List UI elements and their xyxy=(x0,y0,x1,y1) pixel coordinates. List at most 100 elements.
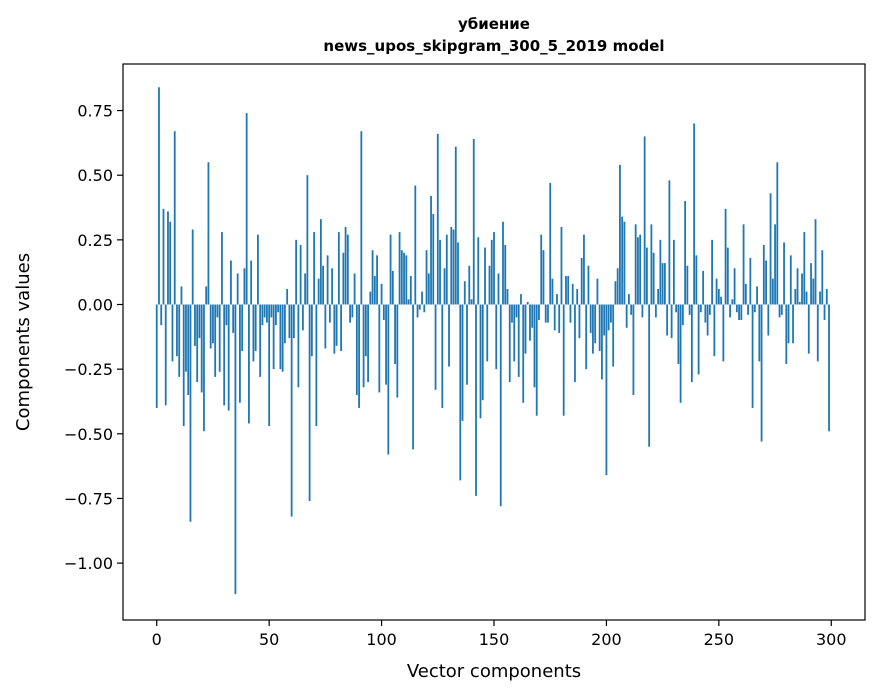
bar-136 xyxy=(461,304,464,421)
bar-269 xyxy=(760,304,763,442)
bar-294 xyxy=(816,304,819,362)
bar-0 xyxy=(155,304,158,408)
bar-153 xyxy=(499,304,502,507)
bar-250 xyxy=(717,288,720,305)
bar-296 xyxy=(821,250,824,305)
bar-50 xyxy=(268,304,271,427)
y-tick-label: −1.00 xyxy=(64,554,113,573)
bar-284 xyxy=(794,288,797,305)
y-axis-label: Components values xyxy=(13,253,34,431)
bar-46 xyxy=(259,304,262,377)
bar-35 xyxy=(234,304,237,595)
bar-109 xyxy=(400,250,403,305)
bar-100 xyxy=(380,283,383,305)
bar-42 xyxy=(250,260,253,305)
bar-180 xyxy=(560,226,563,305)
bar-113 xyxy=(409,276,412,305)
bar-195 xyxy=(594,304,597,344)
bar-280 xyxy=(785,304,788,364)
bar-119 xyxy=(423,304,426,313)
bar-85 xyxy=(346,234,349,305)
bar-96 xyxy=(371,250,374,305)
bar-133 xyxy=(454,146,457,305)
bar-51 xyxy=(270,304,273,318)
bar-53 xyxy=(275,304,277,326)
bar-148 xyxy=(488,265,491,305)
bar-108 xyxy=(398,232,401,305)
bar-273 xyxy=(769,193,772,305)
bar-279 xyxy=(783,242,785,305)
bar-201 xyxy=(607,304,610,331)
bar-114 xyxy=(412,304,414,450)
bar-76 xyxy=(326,255,329,305)
bar-206 xyxy=(619,164,621,305)
bar-6 xyxy=(169,221,172,305)
bar-239 xyxy=(693,123,696,305)
bar-68 xyxy=(308,304,311,502)
bar-86 xyxy=(349,304,351,323)
bar-150 xyxy=(493,232,495,305)
bar-229 xyxy=(670,304,673,339)
bar-43 xyxy=(252,304,255,362)
bar-81 xyxy=(337,232,340,305)
bar-285 xyxy=(796,268,799,305)
bar-44 xyxy=(254,304,257,352)
bar-9 xyxy=(176,304,178,357)
bar-237 xyxy=(688,304,691,315)
bar-230 xyxy=(672,239,675,305)
bar-214 xyxy=(637,237,639,305)
x-tick-label: 300 xyxy=(816,630,847,649)
bar-259 xyxy=(738,304,740,321)
bar-15 xyxy=(189,304,192,522)
bar-38 xyxy=(241,304,244,352)
x-axis-label: Vector components xyxy=(407,661,581,682)
bar-199 xyxy=(603,304,606,336)
bar-144 xyxy=(479,304,482,419)
bar-291 xyxy=(810,263,812,305)
bar-215 xyxy=(639,234,642,305)
bar-26 xyxy=(214,304,217,377)
bar-22 xyxy=(205,286,208,305)
bar-72 xyxy=(317,278,320,305)
bar-166 xyxy=(529,304,531,341)
bar-225 xyxy=(661,263,664,305)
bar-177 xyxy=(553,304,556,331)
bar-252 xyxy=(722,304,725,362)
bar-58 xyxy=(286,288,289,305)
chart-subtitle: news_upos_skipgram_300_5_2019 model xyxy=(323,37,664,55)
bar-25 xyxy=(212,304,214,344)
bar-138 xyxy=(466,304,468,385)
bar-78 xyxy=(331,268,334,305)
bar-255 xyxy=(729,304,731,318)
bar-189 xyxy=(580,257,583,305)
bar-212 xyxy=(632,304,635,396)
x-tick-label: 200 xyxy=(591,630,622,649)
bar-120 xyxy=(425,250,428,305)
bar-57 xyxy=(283,304,286,344)
x-axis-ticks: 0 50 100 150 200 250 300 xyxy=(152,620,847,649)
bar-157 xyxy=(508,304,511,383)
bar-131 xyxy=(450,226,453,305)
bar-260 xyxy=(740,304,743,321)
bar-290 xyxy=(807,304,810,354)
bar-12 xyxy=(182,304,185,427)
bar-242 xyxy=(699,304,702,313)
bar-101 xyxy=(382,304,385,321)
bar-219 xyxy=(648,304,651,447)
bar-18 xyxy=(196,304,199,383)
bar-184 xyxy=(569,304,572,323)
bar-3 xyxy=(162,208,165,305)
y-tick-label: −0.75 xyxy=(64,489,113,508)
bar-185 xyxy=(571,283,574,305)
bar-121 xyxy=(427,273,430,305)
bar-263 xyxy=(747,304,749,315)
bar-288 xyxy=(803,232,806,305)
bar-283 xyxy=(792,304,794,344)
bar-297 xyxy=(823,304,826,321)
bar-274 xyxy=(771,278,774,305)
bar-142 xyxy=(475,304,477,496)
bar-31 xyxy=(225,304,228,326)
bar-267 xyxy=(756,286,758,305)
bar-8 xyxy=(173,131,176,305)
